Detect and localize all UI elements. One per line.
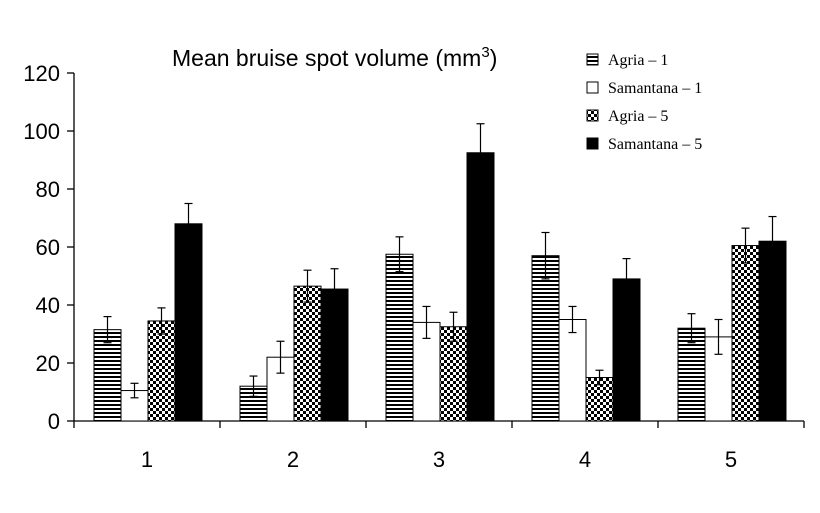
x-tick-label: 3 (433, 447, 445, 472)
axes: 0 20 40 60 80 100 120 1 2 3 4 5 (23, 61, 805, 472)
bar (293, 285, 322, 422)
legend-label: Agria – 1 (608, 52, 668, 69)
y-tick-label: 120 (23, 61, 60, 86)
bar (558, 319, 587, 422)
legend-label: Samantana – 5 (608, 136, 702, 153)
bar (320, 288, 349, 422)
legend: Agria – 1 Samantana – 1 Agria – 5 Samantana… (578, 46, 804, 158)
legend-swatch (586, 137, 599, 150)
bar (612, 278, 641, 422)
bar (174, 223, 203, 422)
bar (531, 255, 560, 422)
chart-title: Mean bruise spot volume (mm3) (172, 44, 497, 71)
legend-swatch (586, 81, 599, 94)
legend-label: Agria – 5 (608, 108, 668, 125)
error-bars-group (103, 123, 777, 399)
x-tick-label: 1 (141, 447, 153, 472)
y-tick-label: 20 (36, 351, 60, 376)
legend-box (578, 46, 804, 158)
y-tick-label: 80 (36, 177, 60, 202)
y-tick-label: 0 (48, 409, 60, 434)
y-tick-label: 60 (36, 235, 60, 260)
x-tick-label: 4 (579, 447, 591, 472)
y-tick-label: 40 (36, 293, 60, 318)
title-suffix: ) (490, 45, 498, 71)
bar (731, 245, 760, 422)
bar (93, 329, 122, 422)
legend-swatch (586, 109, 599, 122)
y-tick-label: 100 (23, 119, 60, 144)
legend-label: Samantana – 1 (608, 80, 702, 97)
x-tick-label: 2 (287, 447, 299, 472)
bars-group (93, 152, 787, 422)
bar (677, 327, 706, 422)
legend-swatch (586, 53, 599, 66)
bar (147, 320, 176, 422)
bar (466, 152, 495, 422)
title-superscript: 3 (481, 44, 489, 61)
bar (385, 253, 414, 422)
x-tick-label: 5 (725, 447, 737, 472)
bar (758, 240, 787, 422)
